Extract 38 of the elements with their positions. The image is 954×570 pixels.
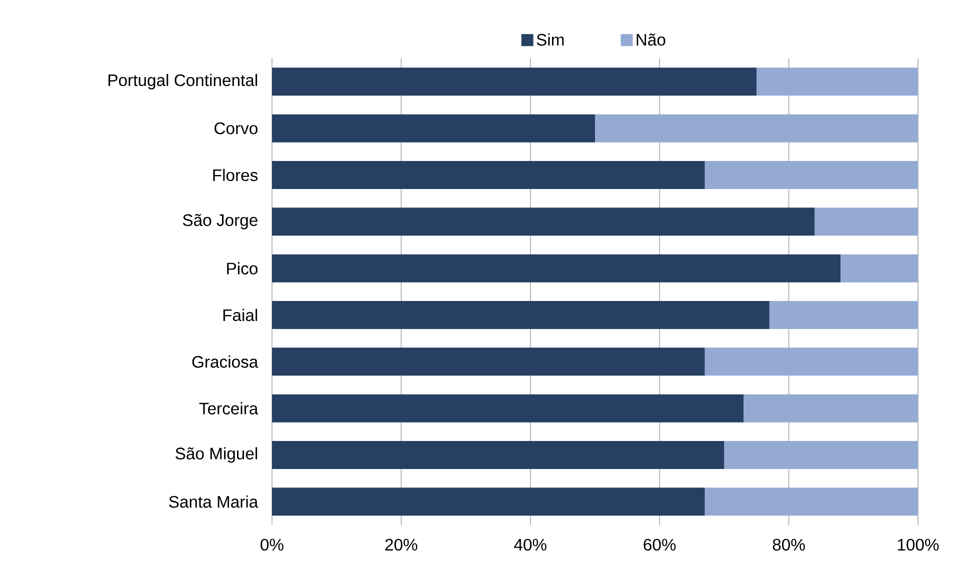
bar [272, 208, 815, 236]
y-tick-label: Graciosa [192, 356, 258, 368]
x-tick-label: 0% [260, 538, 284, 551]
y-tick-label: Terceira [199, 402, 258, 414]
bar [272, 394, 744, 422]
bar [744, 394, 918, 422]
y-tick-label: Flores [213, 168, 258, 182]
y-tick-label: Pico [227, 262, 258, 274]
bar [769, 300, 918, 329]
bar [704, 488, 918, 516]
bar [272, 440, 724, 469]
bar [814, 208, 918, 236]
bar [840, 254, 918, 282]
bar [272, 300, 770, 329]
legend-label: Não [636, 34, 666, 46]
x-tick-label: 20% [385, 538, 418, 551]
bar [272, 160, 705, 189]
bar [704, 348, 918, 376]
bar [272, 488, 705, 516]
x-tick-label: 40% [514, 538, 546, 551]
legend-label: Sim [536, 33, 564, 46]
bar [704, 160, 918, 189]
y-tick-label: Faial [223, 308, 258, 322]
x-tick-label: 80% [772, 538, 805, 551]
y-tick-label: Corvo [214, 122, 258, 134]
bar [272, 68, 756, 96]
y-tick-label: São Jorge [182, 214, 258, 230]
x-tick-label: 100% [898, 538, 939, 551]
y-tick-label: São Miguel [176, 447, 258, 463]
bar [272, 348, 705, 376]
y-tick-label: Santa Maria [169, 496, 258, 508]
bar [756, 68, 918, 96]
bar [272, 114, 595, 142]
x-tick-label: 60% [644, 538, 676, 551]
bar [595, 114, 918, 142]
bar [272, 254, 840, 282]
bar [724, 440, 918, 469]
y-tick-label: Portugal Continental [108, 74, 258, 90]
